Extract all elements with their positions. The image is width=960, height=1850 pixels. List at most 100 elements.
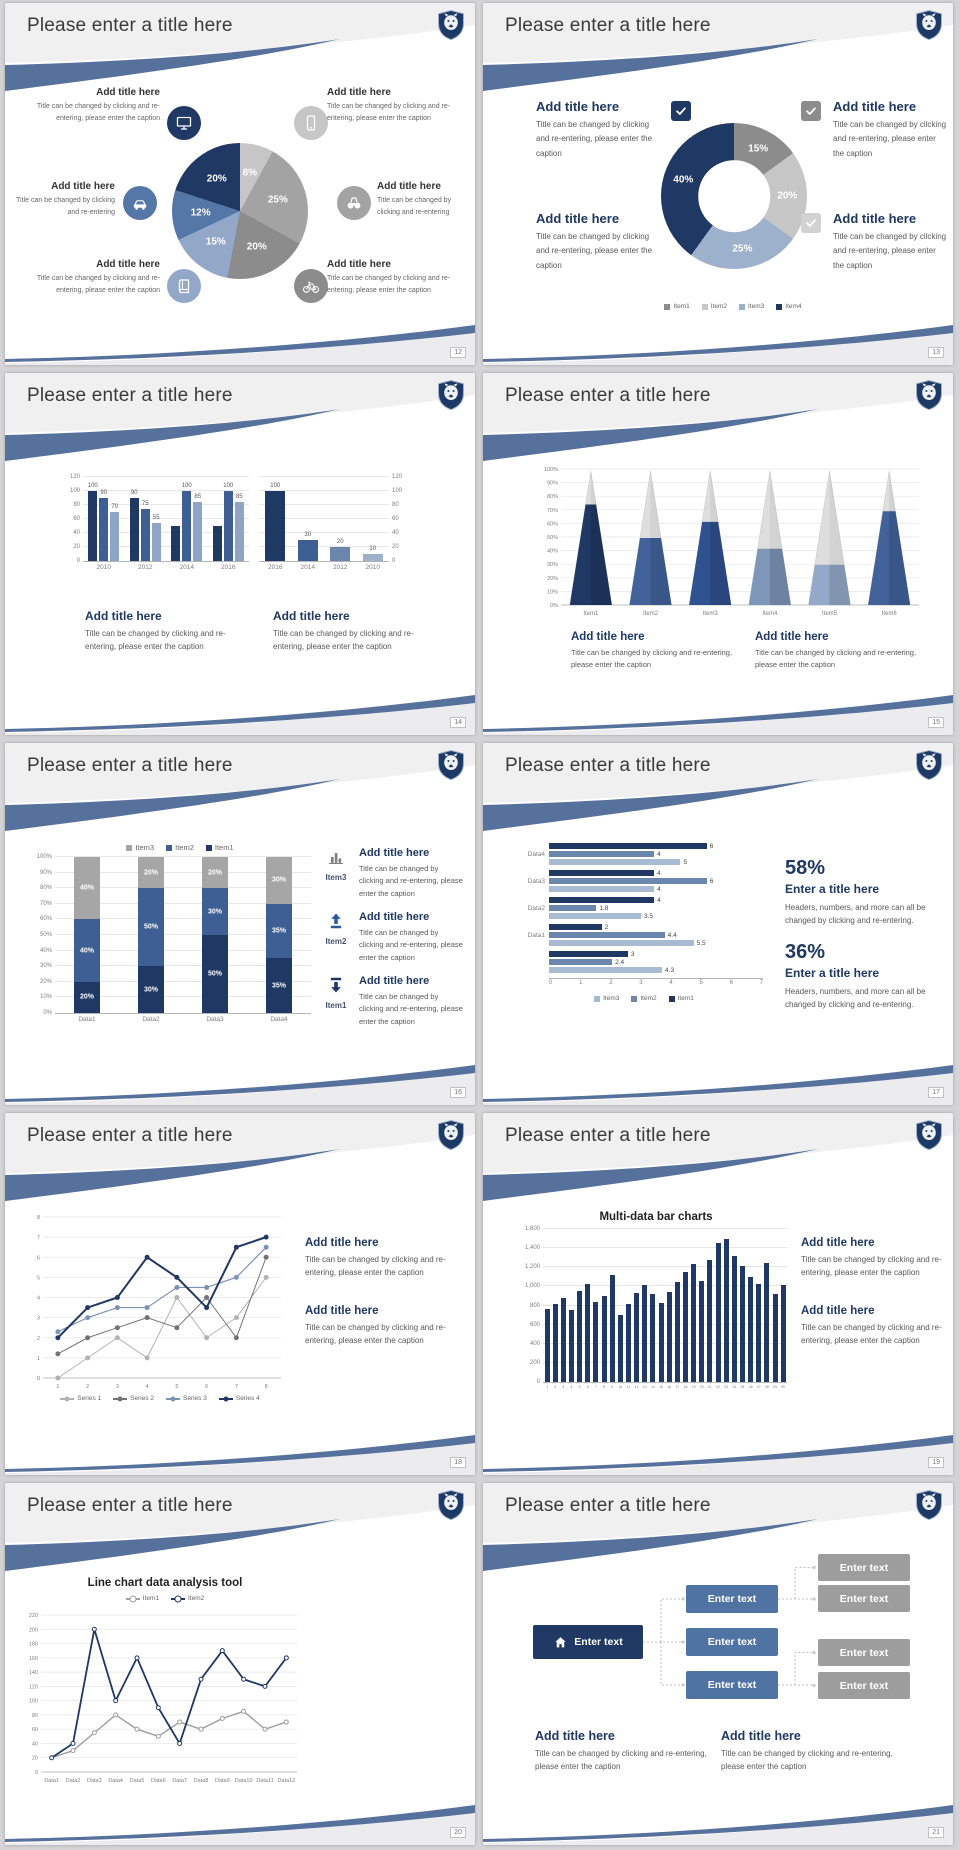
x-tick-label: 2 [86,1384,89,1390]
text-block: Add title here Title can be changed by c… [833,99,949,161]
slide-18[interactable]: Please enter a title here 0 1 2 3 4 5 6 7 8 1 2 3 4 5… [5,1113,475,1475]
block-caption: Title can be changed by clicking and re-… [571,648,733,670]
slide-title: Please enter a title here [27,1495,233,1516]
checkbox-icon[interactable] [801,213,821,233]
slide-17[interactable]: Please enter a title here Data4 6 4 5 Data3 4… [483,743,953,1105]
legend-label: Item2 [640,995,657,1002]
legend-swatch [668,995,675,1002]
line-chart: 0 20 40 60 80 100 120 140 160 180 200 220 Data1 Data2… [21,1609,305,1785]
x-tick-label: 16 [667,1385,672,1389]
y-tick-label: 600 [529,1321,540,1328]
checkbox-icon[interactable] [801,101,821,121]
bar-group [641,1229,649,1382]
university-shield-logo [438,1490,464,1520]
stat-value: 36% [785,941,826,963]
bar [549,870,655,876]
y-tick-label: 90% [547,481,558,487]
diagram-root-node[interactable]: Enter text [533,1625,643,1659]
diagram-node[interactable]: Enter text [686,1628,778,1656]
block-heading: Add title here [755,631,829,643]
data-point-marker [55,1329,61,1335]
bar-group [624,1229,632,1382]
y-tick-label: 120 [69,474,80,480]
diagram-leaf-node[interactable]: Enter text [818,1554,910,1581]
bar [549,897,655,903]
bar-group: 35% 35% 30% [247,857,311,1013]
legend-item: Item2 [631,995,657,1002]
cone-fill-shade [590,504,612,605]
slide-13[interactable]: Please enter a title here Add title here… [483,3,953,365]
gridline [83,546,249,547]
slide-title: Please enter a title here [27,385,233,406]
bar-segment: 35% [266,903,292,959]
block-caption: Title can be changed by clicking and re-… [359,864,463,898]
line-series [51,1629,288,1759]
gridline [259,504,389,505]
bar [674,1281,680,1382]
y-tick-label: 400 [529,1340,540,1347]
x-tick-label: 9 [611,1385,614,1389]
y-tick-label: 160 [29,1656,38,1662]
gridline [259,476,389,477]
pie-body [172,143,308,279]
y-tick-label: 10% [547,589,558,595]
data-point-marker [144,1315,150,1321]
slide-12[interactable]: Please enter a title here Add title here… [5,3,475,365]
x-tick-label: 17 [675,1385,680,1389]
diagram-node[interactable]: Enter text [686,1671,778,1699]
page-number: 18 [450,1457,466,1468]
x-axis: 0 1 2 3 4 5 6 7 [549,978,763,986]
stacked-bar-chart: 0% 10% 20% 30% 40% 50% 60% 70% 80% 90% 100% 20% 40% 4… [29,854,311,1023]
legend-item: Item1 [668,995,694,1002]
slide-21[interactable]: Please enter a title here Enter text Ent… [483,1483,953,1845]
checkbox-icon[interactable] [671,101,691,121]
x-tick-label: Data4 [270,1016,288,1023]
x-tick-label: Data10 [235,1778,253,1784]
block-caption: Title can be changed by clicking and re-… [305,1323,446,1346]
x-tick-label: 25 [740,1385,745,1389]
x-tick-label: Data11 [256,1778,273,1784]
text-block: Add title here Title can be changed by c… [571,631,753,672]
bar-group: 30 [292,477,325,561]
slide-16[interactable]: Please enter a title here Item3 Item2 Item… [5,743,475,1105]
diagram-node[interactable]: Enter text [686,1585,778,1613]
line-series [57,1236,267,1339]
x-tick-label: 2016 [221,564,236,571]
x-tick-label: 2014 [179,564,194,571]
diagram-leaf-node[interactable]: Enter text [818,1639,910,1666]
bar [731,1255,737,1382]
block-caption: Title can be changed by clicking and re-… [801,1255,942,1278]
bar-value-label: 90 [100,490,108,496]
data-point-marker [177,1740,183,1746]
pie-slice-label: 25% [732,243,753,255]
x-tick-label: 10 [618,1385,623,1389]
university-shield-logo [438,750,464,780]
bar [601,1295,607,1382]
diagram-leaf-node[interactable]: Enter text [818,1672,910,1699]
y-tick-label: 80 [73,502,80,508]
slide-20[interactable]: Please enter a title here Line chart dat… [5,1483,475,1845]
legend-swatch [701,303,708,310]
bar [212,526,222,561]
slide-19[interactable]: Please enter a title here Multi-data bar… [483,1113,953,1475]
university-shield-logo [438,10,464,40]
header-swoosh [5,743,475,831]
bar [707,1259,713,1382]
slide-14[interactable]: Please enter a title here 0 20 40 60 80 100 12… [5,373,475,735]
diagram-leaf-node[interactable]: Enter text [818,1585,910,1612]
gridline [543,1228,787,1229]
y-tick-label: 0% [550,603,558,609]
bar-group [730,1229,738,1382]
bar [549,859,681,865]
gridline [83,504,249,505]
bar-value-label: 55 [152,514,160,521]
slide-15[interactable]: Please enter a title here 100% 90% 80% 70% 6… [483,373,953,735]
y-tick-label: 100% [36,854,52,860]
legend-line-marker [125,1595,140,1602]
footer-swoosh [483,1065,953,1105]
stat-block: 36% Enter a title here Headers, numbers,… [785,941,940,1011]
x-axis: 2016 2014 2012 2010 [259,562,389,571]
text-block: Add title here Title can be changed by c… [536,211,660,273]
node-label: Enter text [707,1636,757,1648]
